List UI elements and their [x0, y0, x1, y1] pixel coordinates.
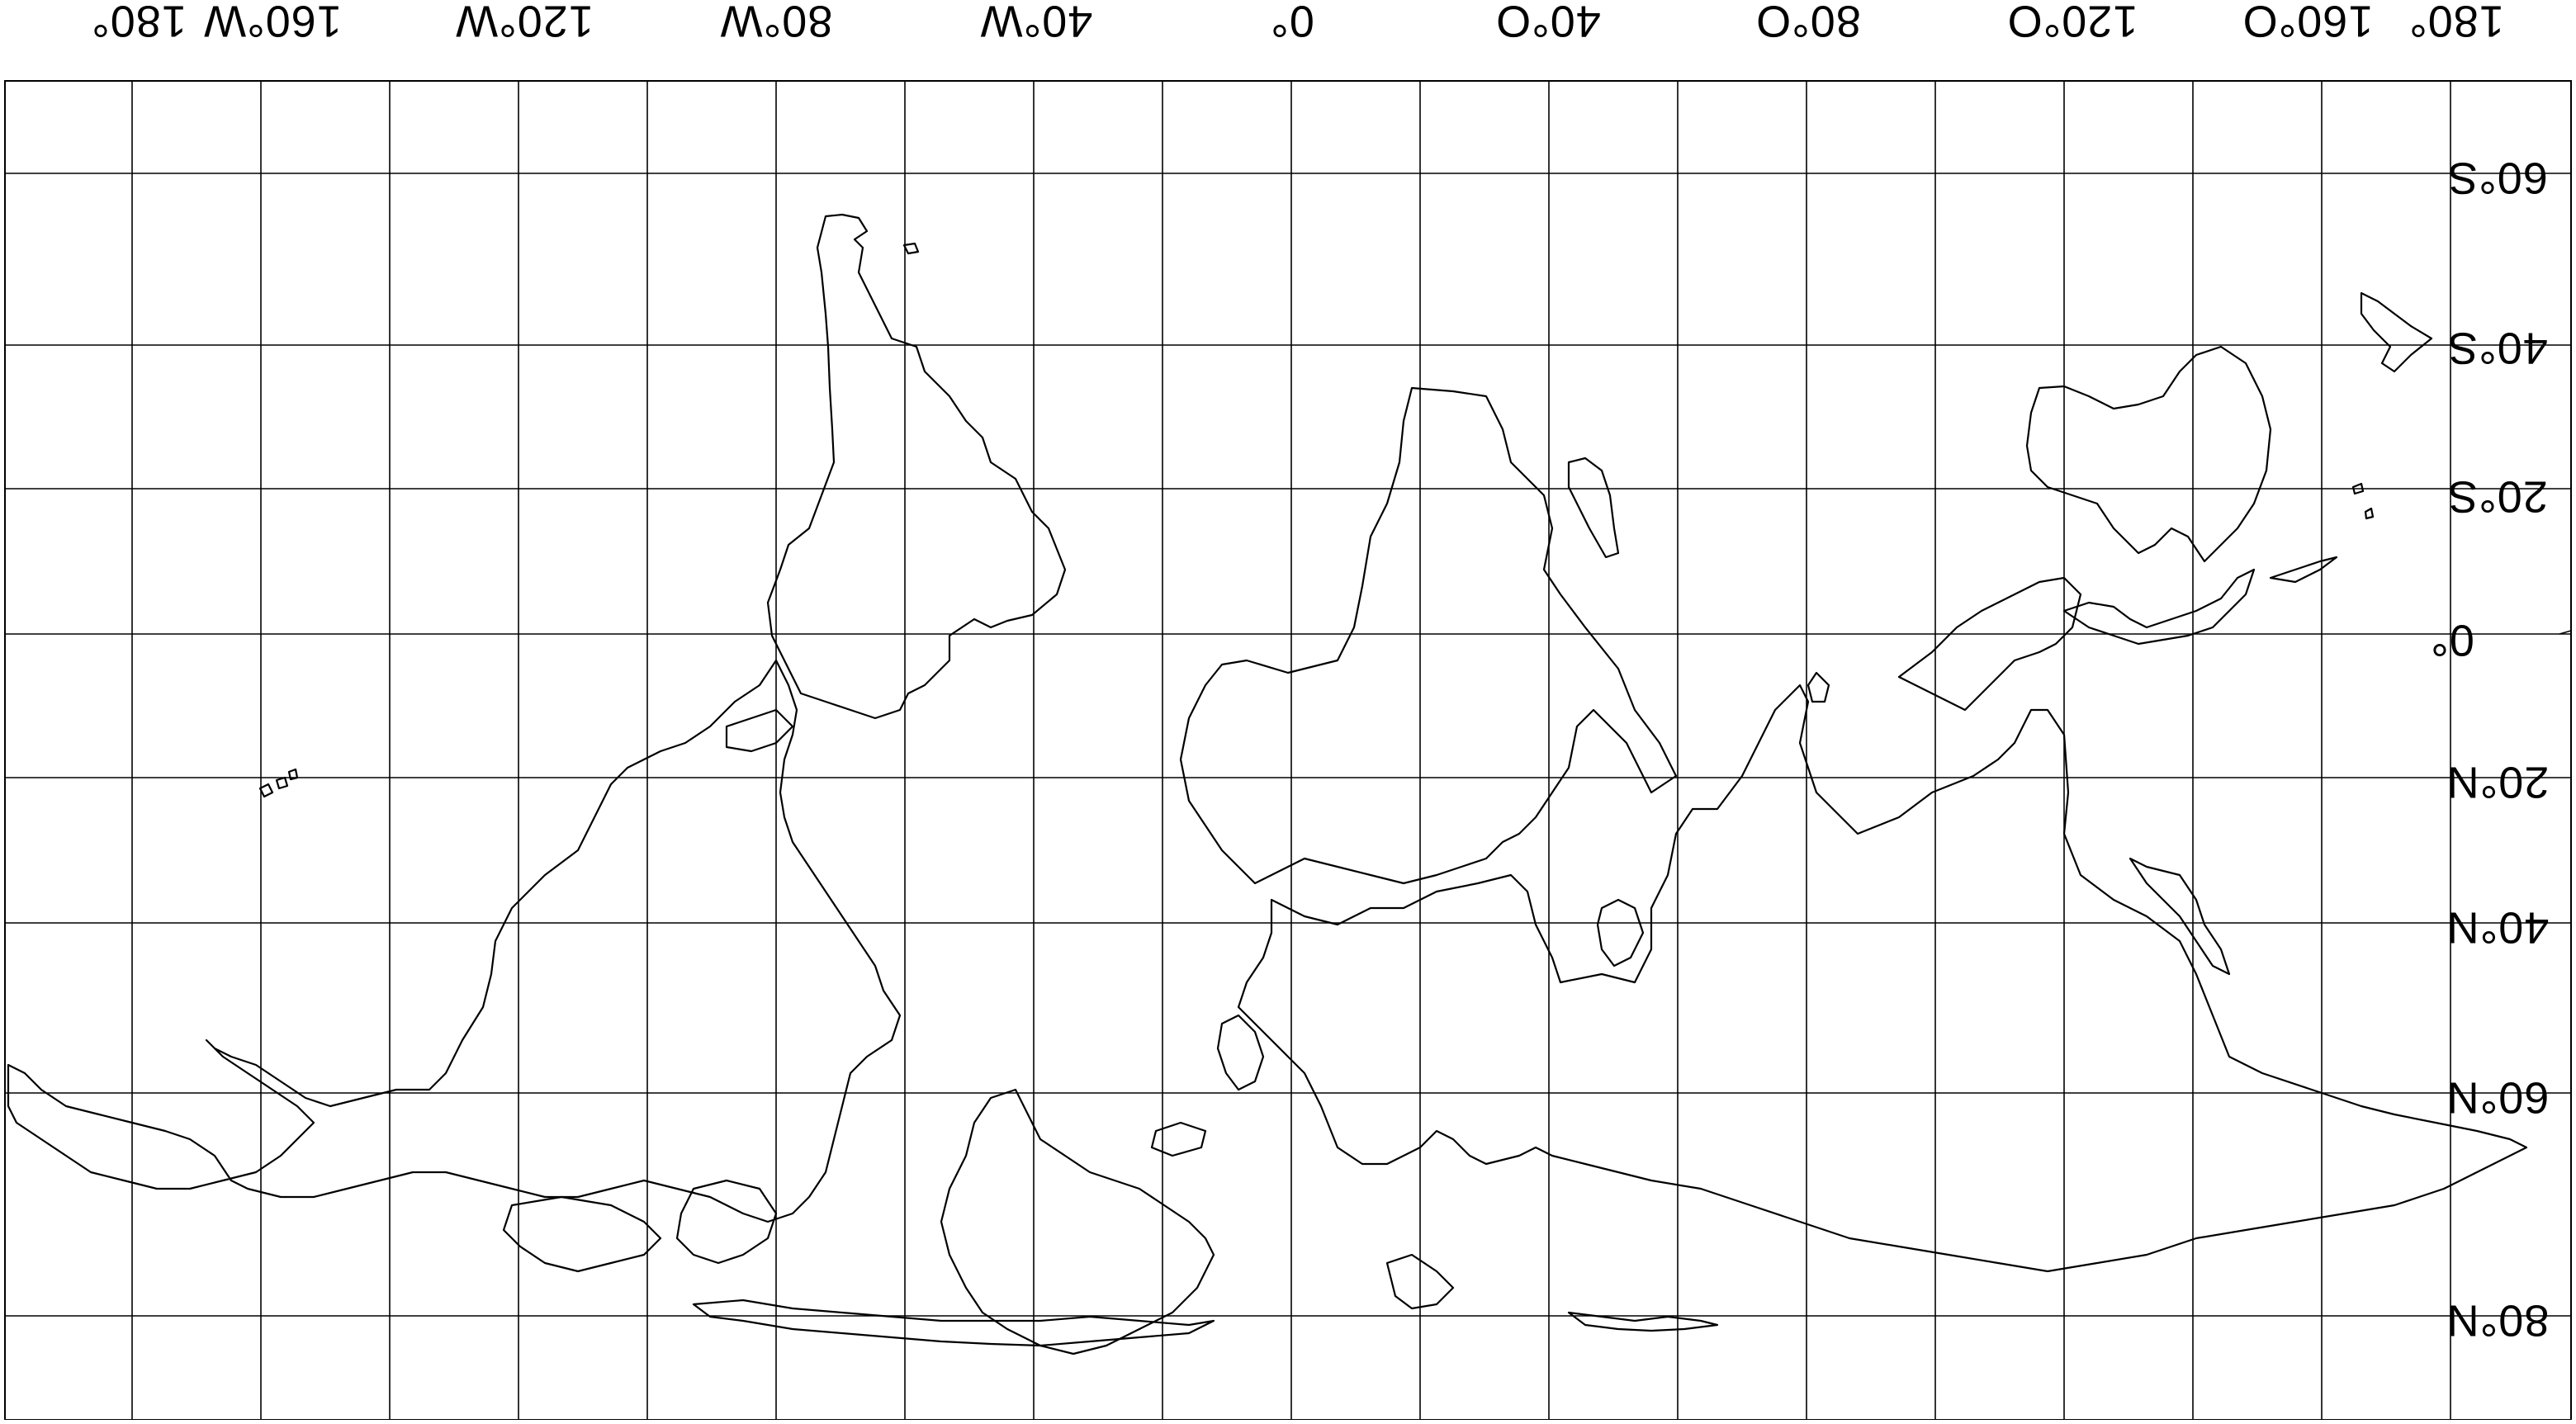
coast-pacific-islands	[2351, 482, 2375, 520]
parallel-lines	[5, 173, 2571, 1317]
lon-label-40o: 40°O	[1495, 0, 1601, 46]
lat-label-60s: 60°S	[2447, 154, 2548, 203]
coast-arctic-islands-2	[675, 1179, 778, 1265]
coast-south-america	[766, 213, 1067, 720]
lon-label-180w: 180°	[91, 0, 187, 46]
lon-label-120o: 120°O	[2007, 0, 2138, 46]
coast-greenland	[940, 1088, 1215, 1355]
lon-label-160w: 160°W	[203, 0, 342, 46]
lat-label-40s: 40°S	[2447, 324, 2548, 373]
meridian-lines	[131, 81, 2451, 1420]
coast-iceland	[1150, 1121, 1207, 1157]
lat-label-0: 0°	[2430, 616, 2474, 665]
lat-label-20s: 20°S	[2447, 472, 2548, 522]
coast-arctic-islands-1	[502, 1195, 662, 1273]
coast-new-zealand	[2360, 291, 2433, 373]
coast-north-america	[7, 659, 902, 1223]
coast-falklands	[902, 242, 920, 255]
coast-eurasia	[1237, 684, 2528, 1273]
coast-indonesia	[2062, 568, 2256, 646]
coast-svalbard	[1385, 1253, 1455, 1310]
lat-label-20n: 20°N	[2446, 758, 2550, 807]
lon-label-80w: 80°W	[720, 0, 833, 46]
coast-central-america	[725, 708, 794, 753]
lon-label-0: 0°	[1270, 0, 1314, 46]
coastlines	[7, 213, 2528, 1355]
lon-label-160o: 160°O	[2242, 0, 2374, 46]
coast-japan	[2129, 857, 2231, 976]
longitude-labels: 180° 160°W 120°W 80°W 40°W 0° 40°O 80°O …	[91, 0, 2504, 46]
lon-label-180e: 180°	[2408, 0, 2504, 46]
lat-label-40n: 40°N	[2446, 903, 2550, 953]
coast-sri-lanka	[1807, 671, 1830, 703]
coast-africa	[1179, 386, 1678, 885]
coast-east-asia-islands	[2269, 556, 2338, 584]
lat-label-60n: 60°N	[2446, 1073, 2550, 1123]
coast-novaya-zemlya	[1567, 1311, 1719, 1332]
lon-label-80o: 80°O	[1755, 0, 1861, 46]
lon-label-40w: 40°W	[980, 0, 1093, 46]
latitude-labels: 60°S 40°S 20°S 0° 20°N 40°N 60°N 80°N	[2430, 154, 2549, 1346]
equator-tick	[2559, 630, 2572, 635]
coast-madagascar	[1567, 457, 1620, 559]
coast-british-isles	[1216, 1014, 1265, 1091]
coast-australia	[2025, 345, 2272, 563]
lon-label-120w: 120°W	[455, 0, 594, 46]
coast-arctic-islands-3	[692, 1299, 1215, 1347]
coast-southeast-asia	[1897, 576, 2082, 712]
coast-arabia	[1596, 898, 1645, 967]
lat-label-80n: 80°N	[2446, 1296, 2550, 1346]
coast-hawaii	[258, 768, 299, 798]
